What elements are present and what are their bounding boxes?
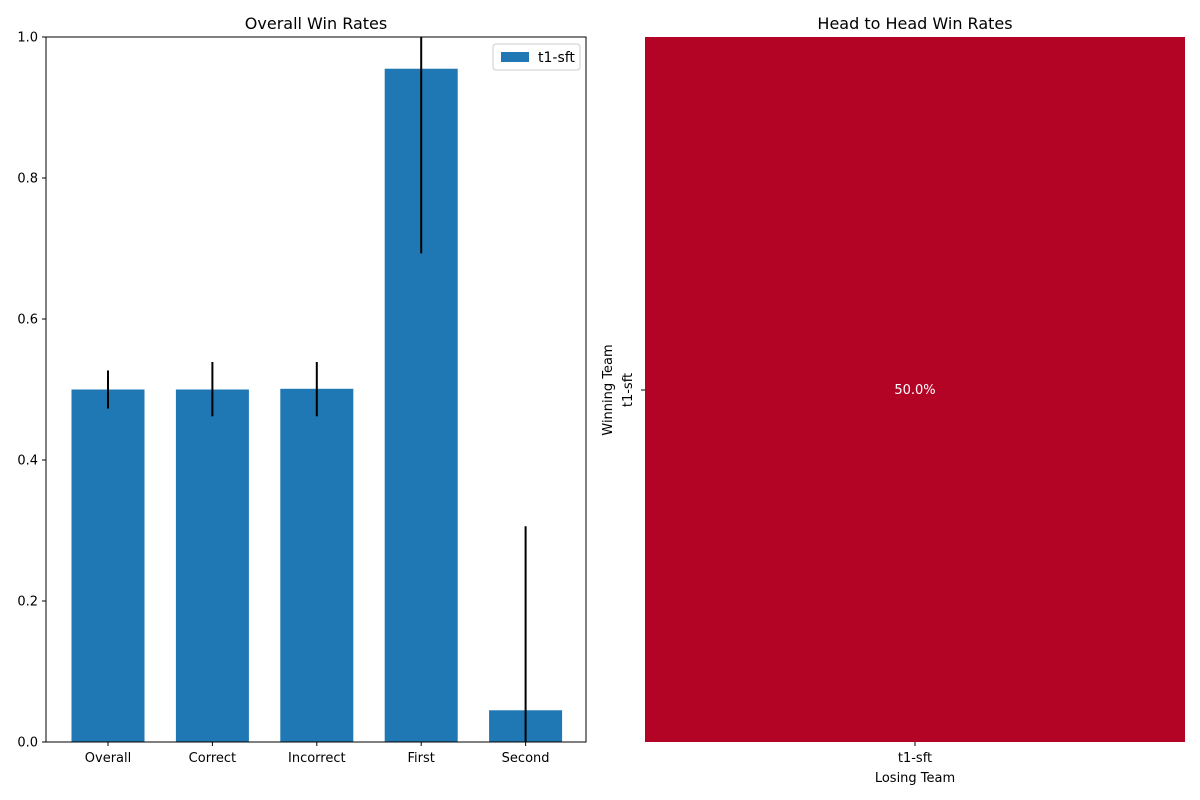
y-tick-label: 1.0 — [17, 31, 38, 46]
bar-overall — [71, 389, 145, 742]
x-tick-label: Incorrect — [288, 751, 346, 766]
bar-x-axis: Overall Correct Incorrect First Second — [85, 742, 550, 766]
heatmap-x-tick-label: t1-sft — [898, 751, 932, 766]
bar-error-bars — [107, 37, 527, 742]
legend-frame — [492, 43, 581, 71]
bar-correct — [175, 389, 249, 742]
bar-incorrect — [280, 388, 354, 742]
bar-chart: Overall Win Rates 0.0 0.2 0.4 0.6 0.8 1.0 Ove… — [17, 14, 587, 766]
y-tick-label: 0.8 — [17, 172, 38, 187]
heatmap-x-axis-label: Losing Team — [875, 771, 955, 786]
heatmap-y-tick-label: t1-sft — [621, 373, 636, 407]
legend-swatch — [501, 52, 529, 62]
heatmap-cell-label: 50.0% — [894, 383, 935, 398]
x-tick-label: Correct — [189, 751, 236, 766]
x-tick-label: First — [408, 751, 435, 766]
x-tick-label: Second — [502, 751, 550, 766]
heatmap-y-axis-label: Winning Team — [601, 344, 616, 435]
y-tick-label: 0.4 — [17, 454, 38, 469]
y-tick-label: 0.0 — [17, 736, 38, 751]
bar-chart-title: Overall Win Rates — [245, 14, 387, 33]
heatmap-title: Head to Head Win Rates — [817, 14, 1012, 33]
legend-label: t1-sft — [538, 50, 575, 66]
heatmap-chart: Head to Head Win Rates 50.0% t1-sft Winn… — [601, 14, 1185, 786]
y-tick-label: 0.2 — [17, 595, 38, 610]
y-tick-label: 0.6 — [17, 313, 38, 328]
bar-legend: t1-sft — [492, 43, 581, 71]
bar-y-axis: 0.0 0.2 0.4 0.6 0.8 1.0 — [17, 31, 46, 751]
bar-plot-frame — [45, 36, 587, 743]
x-tick-label: Overall — [85, 751, 131, 766]
heatmap-cell — [645, 37, 1185, 742]
